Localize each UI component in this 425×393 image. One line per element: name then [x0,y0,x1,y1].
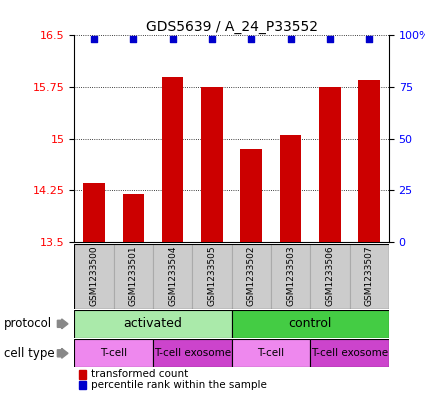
Text: protocol: protocol [4,317,52,331]
Title: GDS5639 / A_24_P33552: GDS5639 / A_24_P33552 [146,20,317,34]
Bar [74,310,232,338]
Point [169,36,176,42]
Text: transformed count: transformed count [91,369,188,379]
Bar [310,244,349,309]
Text: activated: activated [124,317,182,331]
Bar [271,244,310,309]
Point [287,36,294,42]
Text: T-cell exosome: T-cell exosome [154,348,231,358]
Bar [74,339,153,367]
Point [248,36,255,42]
Point [326,36,333,42]
Text: GSM1233503: GSM1233503 [286,246,295,307]
Text: GSM1233506: GSM1233506 [326,246,334,307]
Bar [310,339,389,367]
Text: control: control [289,317,332,331]
Point [209,36,215,42]
Text: GSM1233502: GSM1233502 [247,246,256,306]
Bar [358,80,380,242]
Bar [153,339,232,367]
Point [366,36,373,42]
Bar [232,310,389,338]
Bar [241,149,262,242]
Bar [122,193,144,242]
Point [91,36,97,42]
Bar [153,244,192,309]
Text: T-cell exosome: T-cell exosome [311,348,388,358]
Text: GSM1233505: GSM1233505 [207,246,216,307]
Text: GSM1233501: GSM1233501 [129,246,138,307]
Bar [74,244,113,309]
Text: GSM1233507: GSM1233507 [365,246,374,307]
Text: T-cell: T-cell [258,348,284,358]
Bar [280,135,301,242]
Bar [201,87,223,242]
Bar [192,244,232,309]
Bar [232,244,271,309]
Text: GSM1233504: GSM1233504 [168,246,177,306]
Bar [232,339,310,367]
Bar [349,244,389,309]
Text: GSM1233500: GSM1233500 [90,246,99,307]
Text: percentile rank within the sample: percentile rank within the sample [91,380,266,390]
Text: cell type: cell type [4,347,55,360]
Bar [113,244,153,309]
Bar [83,183,105,242]
Text: T-cell: T-cell [100,348,127,358]
Bar [162,77,184,242]
Point [130,36,137,42]
Bar [319,87,341,242]
